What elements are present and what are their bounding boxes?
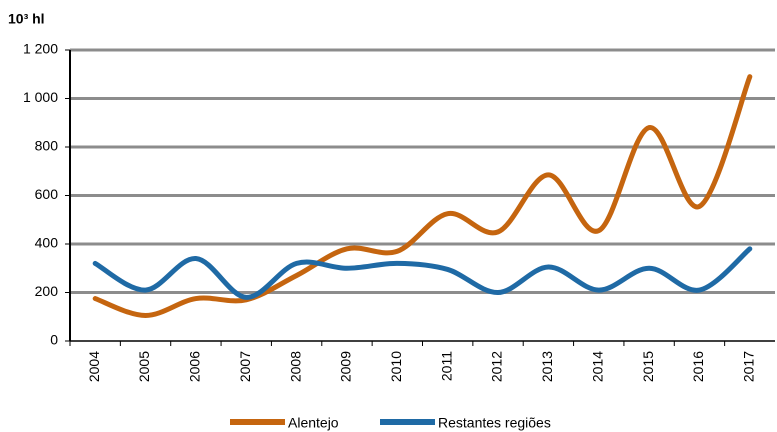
x-tick-label: 2010 xyxy=(388,351,404,382)
y-tick-label: 0 xyxy=(50,332,58,348)
legend-label: Restantes regiões xyxy=(438,415,551,431)
x-tick-label: 2008 xyxy=(287,351,303,382)
series-line xyxy=(92,74,753,319)
y-tick-label: 800 xyxy=(35,138,59,154)
x-tick-label: 2014 xyxy=(589,351,605,382)
y-axis-label: 10³ hl xyxy=(8,11,45,27)
x-tick-label: 2011 xyxy=(438,351,454,381)
x-tick-label: 2015 xyxy=(640,351,656,382)
x-tick-label: 2017 xyxy=(741,351,757,382)
x-tick-label: 2005 xyxy=(136,351,152,382)
y-tick-label: 1 200 xyxy=(23,41,58,57)
x-tick-label: 2006 xyxy=(187,351,203,382)
series-line xyxy=(92,246,753,300)
x-tick-label: 2009 xyxy=(338,351,354,382)
x-tick-label: 2004 xyxy=(86,351,102,382)
y-tick-label: 400 xyxy=(35,235,59,251)
x-tick-label: 2012 xyxy=(489,351,505,382)
y-tick-label: 200 xyxy=(35,283,59,299)
y-tick-label: 1 000 xyxy=(23,89,58,105)
y-tick-label: 600 xyxy=(35,186,59,202)
x-tick-label: 2007 xyxy=(237,351,253,382)
x-tick-label: 2013 xyxy=(539,351,555,382)
x-tick-label: 2016 xyxy=(690,351,706,382)
legend-label: Alentejo xyxy=(288,415,339,431)
